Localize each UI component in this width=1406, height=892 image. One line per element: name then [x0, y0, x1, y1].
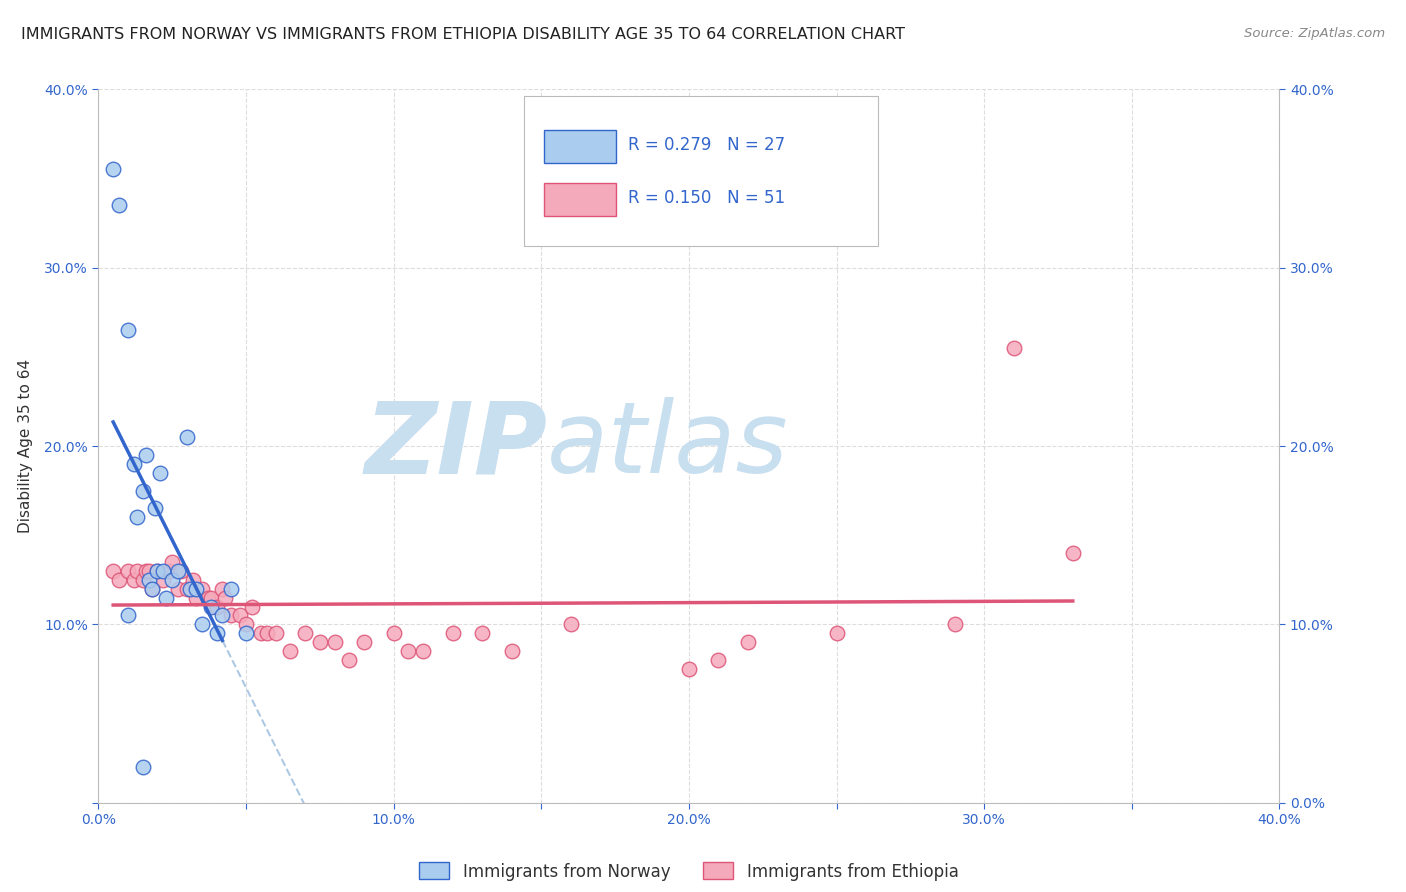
Point — [117, 323, 139, 337]
Point — [229, 608, 252, 623]
Point — [219, 608, 242, 623]
Point — [501, 644, 523, 658]
Point — [441, 626, 464, 640]
Point — [211, 582, 233, 596]
Point — [179, 582, 201, 596]
Point — [256, 626, 278, 640]
Point — [240, 599, 263, 614]
Point — [294, 626, 316, 640]
Point — [382, 626, 405, 640]
Point — [737, 635, 759, 649]
Point — [184, 582, 207, 596]
Point — [132, 573, 155, 587]
Text: atlas: atlas — [547, 398, 789, 494]
Point — [278, 644, 302, 658]
Point — [214, 591, 236, 605]
FancyBboxPatch shape — [544, 130, 616, 162]
Point — [149, 466, 172, 480]
Point — [184, 591, 207, 605]
Point — [339, 653, 360, 667]
Text: Source: ZipAtlas.com: Source: ZipAtlas.com — [1244, 27, 1385, 40]
Point — [146, 564, 169, 578]
Point — [250, 626, 273, 640]
Point — [135, 448, 157, 462]
Point — [825, 626, 848, 640]
Point — [396, 644, 419, 658]
Point — [125, 564, 148, 578]
Point — [211, 608, 233, 623]
Point — [108, 198, 131, 212]
Point — [176, 430, 198, 444]
Y-axis label: Disability Age 35 to 64: Disability Age 35 to 64 — [18, 359, 32, 533]
Point — [162, 555, 183, 569]
Point — [117, 608, 139, 623]
Point — [264, 626, 287, 640]
Point — [205, 599, 228, 614]
Point — [235, 626, 257, 640]
Point — [103, 162, 125, 177]
Point — [707, 653, 730, 667]
Point — [146, 564, 169, 578]
Point — [170, 564, 193, 578]
Point — [943, 617, 966, 632]
Point — [471, 626, 494, 640]
Point — [122, 573, 145, 587]
Point — [205, 626, 228, 640]
FancyBboxPatch shape — [523, 96, 877, 246]
Point — [323, 635, 346, 649]
Text: IMMIGRANTS FROM NORWAY VS IMMIGRANTS FROM ETHIOPIA DISABILITY AGE 35 TO 64 CORRE: IMMIGRANTS FROM NORWAY VS IMMIGRANTS FRO… — [21, 27, 905, 42]
Legend: Immigrants from Norway, Immigrants from Ethiopia: Immigrants from Norway, Immigrants from … — [412, 855, 966, 888]
Point — [143, 501, 166, 516]
Point — [141, 582, 163, 596]
Text: R = 0.279   N = 27: R = 0.279 N = 27 — [627, 136, 785, 153]
Point — [132, 483, 155, 498]
Point — [162, 573, 183, 587]
Point — [412, 644, 434, 658]
Point — [219, 582, 242, 596]
Point — [152, 564, 174, 578]
Point — [560, 617, 582, 632]
Point — [132, 760, 155, 774]
Text: R = 0.150   N = 51: R = 0.150 N = 51 — [627, 189, 785, 207]
Point — [157, 564, 180, 578]
Point — [117, 564, 139, 578]
Point — [141, 582, 163, 596]
FancyBboxPatch shape — [544, 184, 616, 216]
Point — [138, 573, 160, 587]
Point — [122, 457, 145, 471]
Point — [197, 591, 219, 605]
Point — [108, 573, 131, 587]
Point — [167, 564, 190, 578]
Point — [235, 617, 257, 632]
Point — [353, 635, 375, 649]
Point — [191, 617, 214, 632]
Point — [309, 635, 332, 649]
Point — [135, 564, 157, 578]
Point — [191, 582, 214, 596]
Point — [167, 582, 190, 596]
Point — [200, 599, 222, 614]
Point — [1062, 546, 1084, 560]
Text: ZIP: ZIP — [364, 398, 547, 494]
Point — [138, 564, 160, 578]
Point — [1002, 341, 1025, 355]
Point — [152, 573, 174, 587]
Point — [155, 591, 177, 605]
Point — [125, 510, 148, 524]
Point — [200, 591, 222, 605]
Point — [103, 564, 125, 578]
Point — [176, 582, 198, 596]
Point — [181, 573, 204, 587]
Point — [678, 662, 700, 676]
